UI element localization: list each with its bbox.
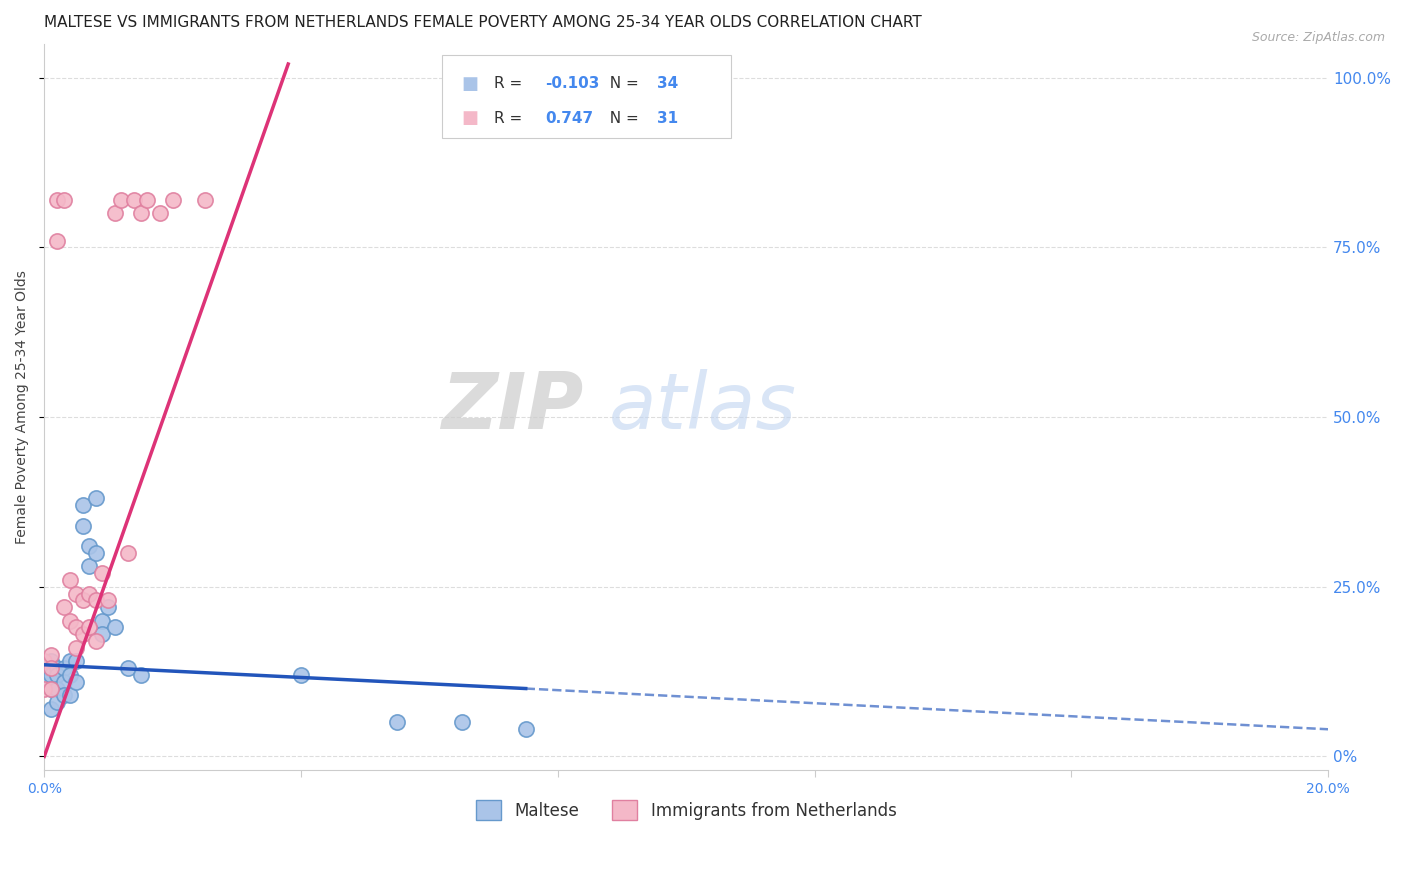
Point (162, 193, 184, 207)
Point (194, 193, 217, 207)
Text: 31: 31 (657, 111, 678, 126)
Point (84, 593, 107, 607)
Point (39, 668, 62, 682)
Text: N =: N = (600, 111, 644, 126)
Point (32, 654, 55, 668)
Point (46, 193, 69, 207)
Text: 0.747: 0.747 (546, 111, 593, 126)
Point (39, 648, 62, 662)
Point (32, 681, 55, 696)
Point (91, 627, 114, 641)
Text: R =: R = (494, 111, 531, 126)
Point (72, 593, 94, 607)
Text: atlas: atlas (609, 368, 797, 445)
Point (91, 614, 114, 628)
Point (39, 681, 62, 696)
Point (59, 573, 82, 587)
Point (84, 634, 107, 648)
Point (515, 723, 537, 737)
Point (84, 546, 107, 560)
Text: -0.103: -0.103 (546, 76, 599, 91)
Point (39, 702, 62, 716)
Point (117, 661, 139, 675)
Point (65, 586, 87, 600)
Point (32, 674, 55, 689)
Point (39, 654, 62, 668)
Text: R =: R = (494, 76, 527, 91)
Point (84, 491, 107, 506)
Point (77, 539, 100, 553)
Point (46, 681, 69, 696)
Point (117, 546, 139, 560)
Point (72, 518, 94, 533)
Point (46, 661, 69, 675)
Text: Source: ZipAtlas.com: Source: ZipAtlas.com (1251, 31, 1385, 45)
Point (387, 715, 409, 730)
Text: ■: ■ (461, 75, 478, 93)
Point (65, 674, 87, 689)
Point (65, 654, 87, 668)
Text: ■: ■ (461, 110, 478, 128)
Legend: Maltese, Immigrants from Netherlands: Maltese, Immigrants from Netherlands (470, 793, 903, 827)
Point (39, 681, 62, 696)
Point (46, 695, 69, 709)
Point (149, 206, 172, 220)
Point (91, 566, 114, 581)
Point (129, 206, 152, 220)
Point (129, 668, 152, 682)
Point (72, 627, 94, 641)
Point (46, 234, 69, 248)
Text: ZIP: ZIP (441, 368, 583, 445)
Text: N =: N = (600, 76, 644, 91)
Point (450, 715, 472, 730)
Point (59, 654, 82, 668)
Point (52, 689, 75, 703)
Point (52, 600, 75, 615)
Point (97, 600, 120, 615)
Point (52, 661, 75, 675)
Point (59, 614, 82, 628)
Point (52, 674, 75, 689)
Point (59, 668, 82, 682)
Point (59, 689, 82, 703)
Point (77, 559, 100, 574)
Text: 34: 34 (657, 76, 678, 91)
Point (290, 668, 312, 682)
Point (39, 661, 62, 675)
FancyBboxPatch shape (443, 54, 731, 138)
Y-axis label: Female Poverty Among 25-34 Year Olds: Female Poverty Among 25-34 Year Olds (15, 270, 30, 544)
Point (72, 498, 94, 512)
Text: MALTESE VS IMMIGRANTS FROM NETHERLANDS FEMALE POVERTY AMONG 25-34 YEAR OLDS CORR: MALTESE VS IMMIGRANTS FROM NETHERLANDS F… (44, 15, 922, 30)
Point (52, 193, 75, 207)
Point (136, 193, 159, 207)
Point (104, 206, 127, 220)
Point (104, 620, 127, 634)
Point (77, 586, 100, 600)
Point (77, 620, 100, 634)
Point (110, 193, 132, 207)
Point (32, 661, 55, 675)
Point (122, 193, 145, 207)
Point (65, 640, 87, 655)
Point (46, 668, 69, 682)
Point (65, 620, 87, 634)
Point (97, 593, 120, 607)
